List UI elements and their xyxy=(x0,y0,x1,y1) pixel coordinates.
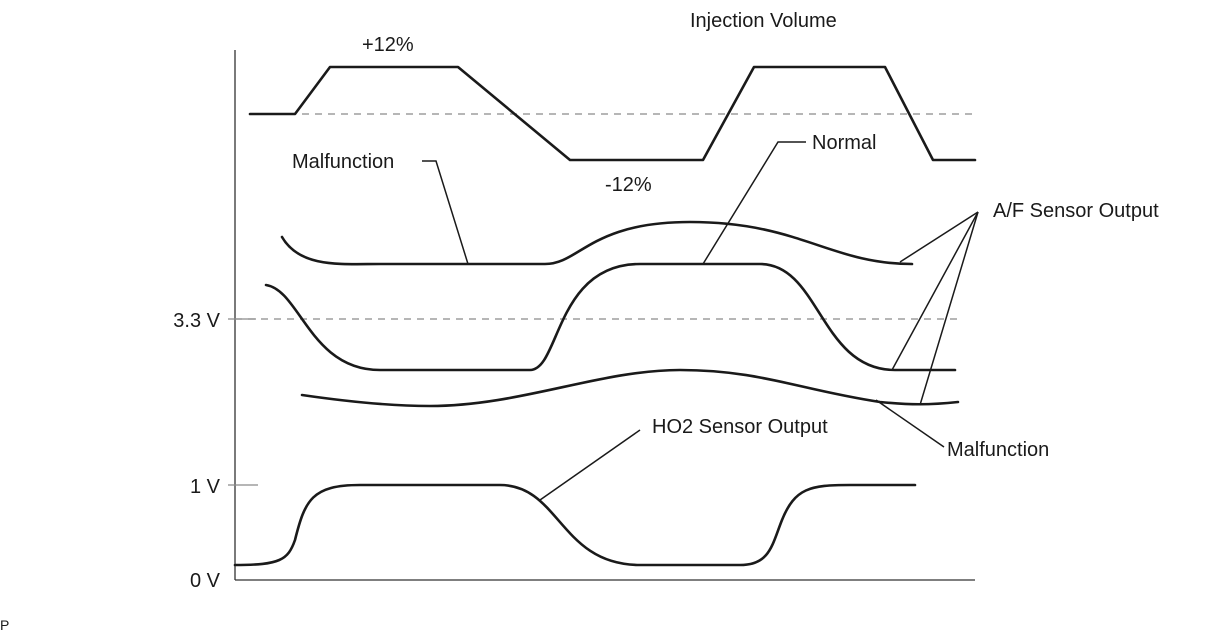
label-minus-12: -12% xyxy=(605,174,652,196)
label-ho2-sensor-output: HO2 Sensor Output xyxy=(652,416,828,438)
leader-af-2 xyxy=(891,211,979,371)
label-injection-volume: Injection Volume xyxy=(690,10,837,32)
corner-mark: P xyxy=(0,617,9,633)
af-normal-curve xyxy=(264,262,957,372)
ho2-sensor-curve xyxy=(233,483,917,567)
leader-malfunction-top xyxy=(422,160,469,265)
label-malfunction-bottom: Malfunction xyxy=(947,439,1049,461)
leader-malfunction-bottom xyxy=(875,399,945,448)
label-normal: Normal xyxy=(812,132,876,154)
af-malfunction-upper-curve xyxy=(280,220,914,266)
tick-label-0v: 0 V xyxy=(190,570,221,592)
injection-volume-curve xyxy=(248,65,977,162)
leader-af-1 xyxy=(899,211,979,263)
tick-label-3v3: 3.3 V xyxy=(173,310,220,332)
af-malfunction-lower-curve xyxy=(300,368,960,408)
leader-normal xyxy=(702,141,806,265)
label-plus-12: +12% xyxy=(362,34,414,56)
label-malfunction-top: Malfunction xyxy=(292,151,394,173)
tick-label-1v: 1 V xyxy=(190,476,221,498)
label-af-sensor-output: A/F Sensor Output xyxy=(993,200,1159,222)
leader-ho2 xyxy=(539,429,641,501)
leader-af-3 xyxy=(919,211,979,406)
